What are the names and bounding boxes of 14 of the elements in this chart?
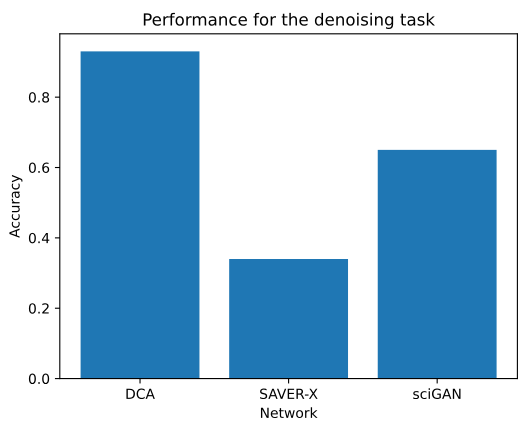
y-tick-label: 0.0: [28, 374, 50, 384]
bar: [378, 150, 497, 379]
y-tick-label: 0.8: [28, 92, 50, 103]
y-tick-label: 0.2: [28, 303, 49, 314]
x-tick-label: sciGAN: [413, 388, 460, 400]
x-axis-title: Network: [260, 407, 318, 418]
y-axis-title: Accuracy: [9, 174, 22, 238]
x-tick-label: SAVER-X: [260, 388, 318, 400]
x-tick-label: DCA: [126, 388, 155, 400]
chart-title: Performance for the denoising task: [144, 12, 435, 29]
bar: [80, 51, 200, 379]
y-tick-label: 0.4: [28, 232, 50, 244]
y-tick-label: 0.6: [28, 162, 50, 173]
bar: [229, 258, 348, 379]
